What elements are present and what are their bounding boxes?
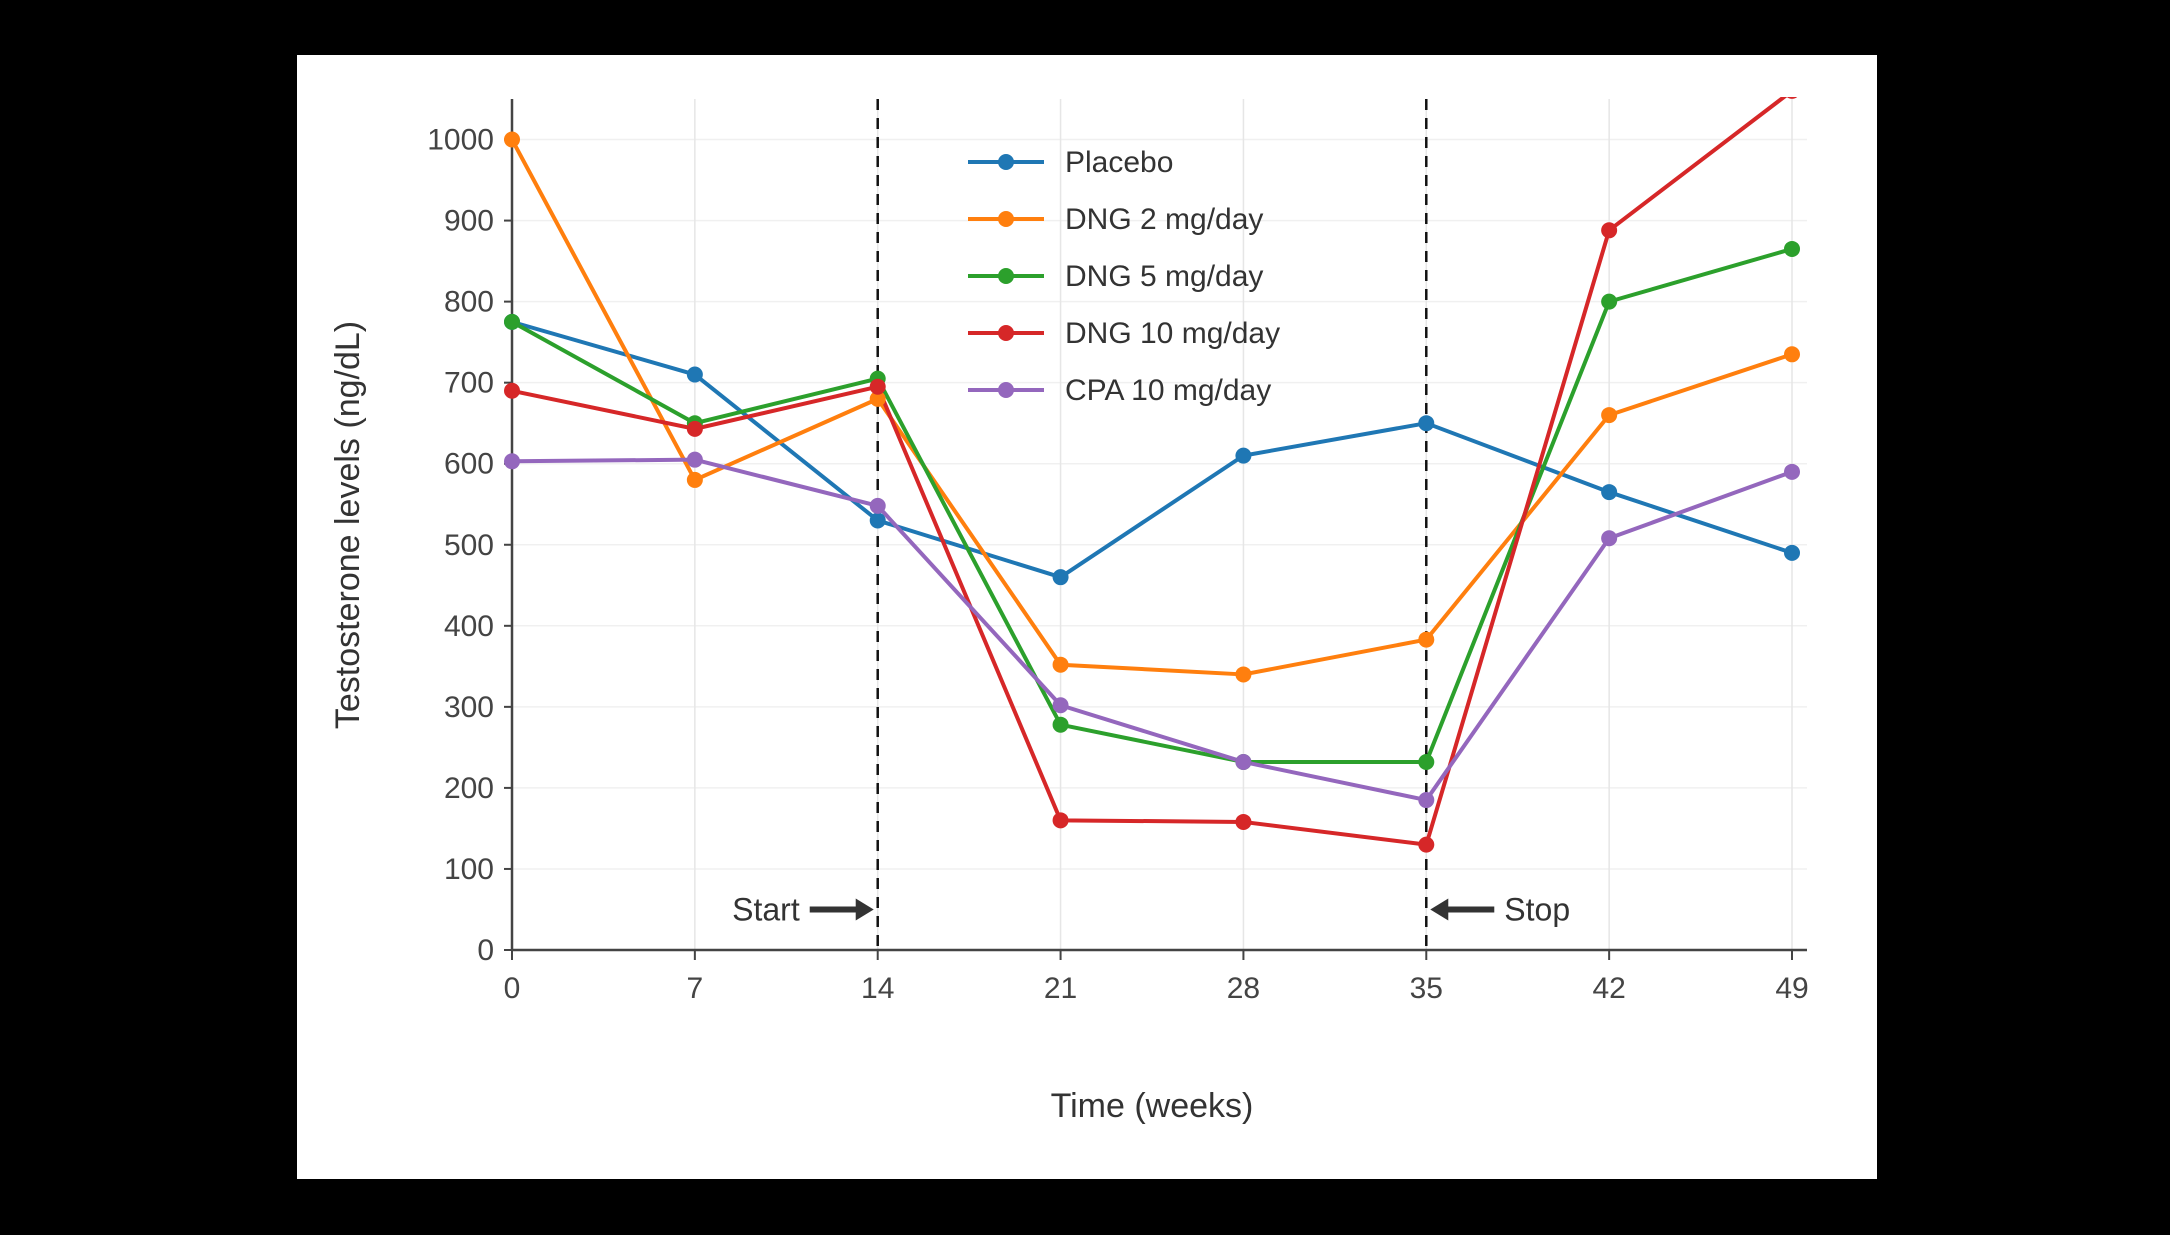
y-tick-label: 900 xyxy=(444,205,494,238)
legend-item-dng-10-mg-day[interactable]: DNG 10 mg/day xyxy=(968,317,1280,350)
y-tick-label: 800 xyxy=(444,286,494,319)
right-arrow-icon xyxy=(855,898,874,921)
legend: Placebo DNG 2 mg/day DNG 5 mg/day DNG 10 mg… xyxy=(968,146,1280,407)
data-point xyxy=(1235,447,1252,464)
start-annotation: Start xyxy=(732,891,800,927)
data-point xyxy=(504,313,520,330)
x-tick-label: 7 xyxy=(687,972,704,1005)
series-line-placebo xyxy=(510,319,1794,580)
legend-label: CPA 10 mg/day xyxy=(1065,374,1271,407)
y-tick-label: 200 xyxy=(444,772,494,805)
axes: 0 7 14 21 28 35 42 49 0 100 200 300 400 500 600 700 800 9… xyxy=(427,99,1809,1005)
data-point xyxy=(504,131,520,148)
legend-item-cpa-10-mg-day[interactable]: CPA 10 mg/day xyxy=(968,374,1271,407)
data-point xyxy=(504,453,520,470)
legend-label: DNG 2 mg/day xyxy=(1065,203,1263,236)
data-point xyxy=(869,378,886,395)
data-point xyxy=(1418,836,1435,853)
x-tick-label: 35 xyxy=(1410,972,1443,1005)
data-point xyxy=(869,512,886,529)
data-point xyxy=(686,451,703,468)
y-tick-label: 700 xyxy=(444,367,494,400)
legend-marker-icon xyxy=(998,211,1014,227)
data-point xyxy=(869,497,886,514)
data-point xyxy=(1784,544,1800,561)
x-tick-label: 14 xyxy=(861,972,894,1005)
legend-marker-icon xyxy=(998,268,1014,284)
y-tick-label: 600 xyxy=(444,448,494,481)
y-axis-title: Testosterone levels (ng/dL) xyxy=(329,321,367,729)
data-point xyxy=(1052,697,1069,714)
series-line-cpa-10-mg-day xyxy=(510,457,1794,803)
data-point xyxy=(1418,792,1435,809)
legend-marker-icon xyxy=(998,382,1014,398)
y-tick-label: 1000 xyxy=(427,124,494,157)
data-series xyxy=(510,97,1794,847)
data-point xyxy=(1052,569,1069,586)
x-tick-label: 49 xyxy=(1775,972,1808,1005)
data-point xyxy=(1418,415,1435,432)
legend-label: DNG 10 mg/day xyxy=(1065,317,1280,350)
data-point xyxy=(1601,484,1618,501)
testosterone-line-chart: 0 7 14 21 28 35 42 49 0 100 200 300 400 500 600 700 800 9… xyxy=(329,97,1809,1125)
data-point xyxy=(686,366,703,383)
data-point xyxy=(1786,97,1798,99)
data-point xyxy=(1784,346,1800,363)
left-arrow-icon xyxy=(1430,898,1449,921)
legend-label: Placebo xyxy=(1065,146,1173,179)
data-point xyxy=(1784,240,1800,257)
data-point xyxy=(1052,716,1069,733)
legend-label: DNG 5 mg/day xyxy=(1065,260,1263,293)
series-line-dng-10-mg-day xyxy=(510,97,1788,847)
y-tick-label: 0 xyxy=(477,934,494,967)
data-point xyxy=(504,382,520,399)
data-point xyxy=(1601,222,1618,239)
data-point xyxy=(1052,812,1069,829)
data-point xyxy=(686,420,703,437)
legend-item-dng-2-mg-day[interactable]: DNG 2 mg/day xyxy=(968,203,1263,236)
data-point xyxy=(1601,407,1618,424)
data-point xyxy=(1418,631,1435,648)
x-axis-title: Time (weeks) xyxy=(1051,1087,1254,1125)
data-markers xyxy=(504,97,1800,853)
annotations: Start Stop xyxy=(732,891,1570,927)
data-point xyxy=(869,390,886,407)
data-point xyxy=(1235,813,1252,830)
series-line-dng-5-mg-day xyxy=(510,246,1794,764)
x-tick-label: 0 xyxy=(504,972,521,1005)
x-tick-label: 42 xyxy=(1592,972,1625,1005)
legend-item-placebo[interactable]: Placebo xyxy=(968,146,1173,179)
data-point xyxy=(1601,293,1618,310)
stop-annotation: Stop xyxy=(1504,891,1570,927)
legend-marker-icon xyxy=(998,154,1014,170)
x-tick-label: 28 xyxy=(1227,972,1260,1005)
y-tick-label: 100 xyxy=(444,853,494,886)
y-tick-label: 500 xyxy=(444,529,494,562)
data-point xyxy=(1418,753,1435,770)
data-point xyxy=(1235,666,1252,683)
y-tick-label: 400 xyxy=(444,610,494,643)
data-point xyxy=(1235,753,1252,770)
data-point xyxy=(1601,530,1618,547)
legend-marker-icon xyxy=(998,325,1014,341)
chart-panel: 0 7 14 21 28 35 42 49 0 100 200 300 400 500 600 700 800 9… xyxy=(297,55,1877,1179)
data-point xyxy=(1052,656,1069,673)
data-point xyxy=(1784,463,1800,480)
legend-item-dng-5-mg-day[interactable]: DNG 5 mg/day xyxy=(968,260,1263,293)
x-tick-label: 21 xyxy=(1044,972,1077,1005)
y-tick-label: 300 xyxy=(444,691,494,724)
data-point xyxy=(686,471,703,488)
